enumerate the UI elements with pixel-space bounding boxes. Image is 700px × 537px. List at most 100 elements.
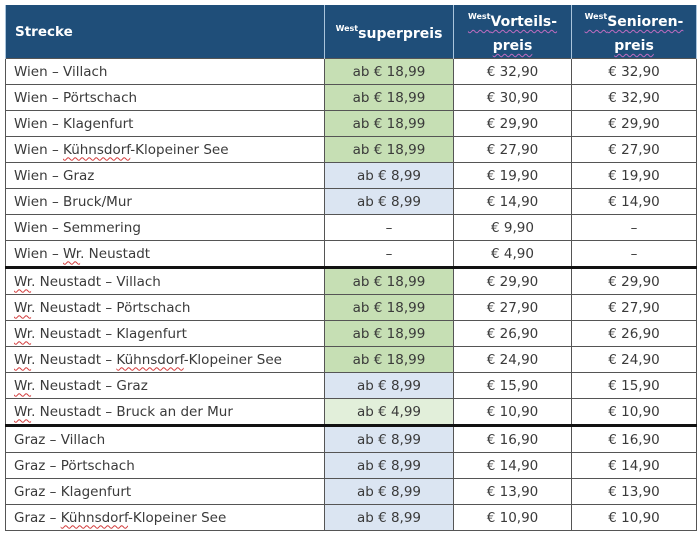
route-sep: – bbox=[47, 141, 64, 158]
table-row: Wr. Neustadt – Kühnsdorf-Klopeiner See ab… bbox=[5, 346, 697, 373]
vorteilspreis-cell: € 27,90 bbox=[453, 294, 572, 321]
vorteilspreis-cell: € 16,90 bbox=[453, 424, 572, 453]
superpreis-cell: ab € 8,99 bbox=[324, 478, 454, 505]
route-sep: – bbox=[47, 115, 64, 132]
route-sep: – bbox=[47, 245, 64, 262]
vorteilspreis-cell: € 29,90 bbox=[453, 266, 572, 295]
header-superpreis-label: superpreis bbox=[358, 26, 443, 42]
route-to: Wr. Neustadt bbox=[63, 245, 151, 262]
table-row: Wien – Pörtschach ab € 18,99 € 30,90 € 32,9… bbox=[5, 84, 697, 111]
route-from: Wien bbox=[14, 193, 48, 210]
route-cell: Wien – Bruck/Mur bbox=[5, 188, 325, 215]
seniorenpreis-cell: € 10,90 bbox=[571, 398, 697, 426]
superpreis-cell: ab € 18,99 bbox=[324, 84, 454, 111]
seniorenpreis-cell: € 29,90 bbox=[571, 110, 697, 137]
route-to: Klagenfurt bbox=[116, 325, 187, 342]
route-to: Pörtschach bbox=[60, 457, 135, 474]
vorteilspreis-cell: € 30,90 bbox=[453, 84, 572, 111]
route-to: Bruck an der Mur bbox=[116, 403, 233, 420]
vorteilspreis-cell: € 9,90 bbox=[453, 214, 572, 241]
table-row: Wien – Wr. Neustadt – € 4,90– bbox=[5, 240, 697, 268]
route-cell: Wr. Neustadt – Graz bbox=[5, 372, 325, 399]
seniorenpreis-cell: € 32,90 bbox=[571, 84, 697, 111]
route-cell: Graz – Kühnsdorf-Klopeiner See bbox=[5, 504, 325, 531]
route-to: Graz bbox=[116, 377, 148, 394]
table-row: Wien – Kühnsdorf-Klopeiner See ab € 18,99… bbox=[5, 136, 697, 163]
seniorenpreis-cell: – bbox=[571, 214, 697, 241]
route-cell: Graz – Klagenfurt bbox=[5, 478, 325, 505]
superpreis-cell: ab € 18,99 bbox=[324, 136, 454, 163]
table-body: Wien – Villach ab € 18,99 € 32,90 € 32,90 Wi… bbox=[5, 58, 697, 531]
route-sep: – bbox=[101, 299, 117, 316]
superpreis-cell: – bbox=[324, 214, 454, 241]
table-row: Wien – Klagenfurt ab € 18,99 € 29,90 € 29,9… bbox=[5, 110, 697, 137]
route-to: Semmering bbox=[63, 219, 141, 236]
route-from: Wien bbox=[14, 115, 48, 132]
seniorenpreis-cell: € 32,90 bbox=[571, 58, 697, 85]
west-prefix: West bbox=[467, 12, 491, 21]
route-cell: Wien – Wr. Neustadt bbox=[5, 240, 325, 268]
route-sep: – bbox=[47, 193, 64, 210]
route-sep: – bbox=[45, 457, 61, 474]
vorteilspreis-cell: € 15,90 bbox=[453, 372, 572, 399]
superpreis-cell: ab € 18,99 bbox=[324, 346, 454, 373]
route-to: Pörtschach bbox=[116, 299, 191, 316]
route-sep: – bbox=[47, 167, 64, 184]
superpreis-cell: ab € 18,99 bbox=[324, 320, 454, 347]
table-header: Strecke Westsuperpreis WestVorteils- pre… bbox=[5, 5, 697, 59]
seniorenpreis-cell: € 19,90 bbox=[571, 162, 697, 189]
route-to: Klagenfurt bbox=[60, 483, 132, 500]
seniorenpreis-cell: € 15,90 bbox=[571, 372, 697, 399]
table-row: Wr. Neustadt – Klagenfurt ab € 18,99 € 26,… bbox=[5, 320, 697, 347]
superpreis-cell: ab € 8,99 bbox=[324, 504, 454, 531]
vorteilspreis-cell: € 14,90 bbox=[453, 188, 572, 215]
route-sep: – bbox=[101, 351, 117, 368]
vorteilspreis-cell: € 32,90 bbox=[453, 58, 572, 85]
header-seniorenpreis: WestSenioren- preis bbox=[571, 5, 697, 59]
header-strecke: Strecke bbox=[5, 5, 325, 59]
west-prefix: West bbox=[335, 24, 359, 33]
route-sep: – bbox=[101, 273, 117, 290]
superpreis-cell: – bbox=[324, 240, 454, 268]
fare-table: Strecke Westsuperpreis WestVorteils- pre… bbox=[5, 5, 697, 531]
superpreis-cell: ab € 8,99 bbox=[324, 372, 454, 399]
table-row: Wien – Bruck/Mur ab € 8,99 € 14,90 € 14,90 bbox=[5, 188, 697, 215]
table-row: Wien – Semmering – € 9,90– bbox=[5, 214, 697, 241]
table-row: Graz – Pörtschach ab € 8,99 € 14,90 € 14,90 bbox=[5, 452, 697, 479]
table-row: Wr. Neustadt – Pörtschach ab € 18,99 € 27,… bbox=[5, 294, 697, 321]
table-row: Wr. Neustadt – Villach ab € 18,99 € 29,90 €… bbox=[5, 266, 697, 295]
route-cell: Graz – Pörtschach bbox=[5, 452, 325, 479]
route-to: Pörtschach bbox=[63, 89, 138, 106]
header-superpreis: Westsuperpreis bbox=[324, 5, 454, 59]
route-from: Wien bbox=[14, 219, 48, 236]
vorteilspreis-cell: € 13,90 bbox=[453, 478, 572, 505]
route-from: Graz bbox=[14, 431, 46, 448]
seniorenpreis-cell: € 24,90 bbox=[571, 346, 697, 373]
vorteilspreis-cell: € 27,90 bbox=[453, 136, 572, 163]
route-from: Graz bbox=[14, 483, 46, 500]
seniorenpreis-cell: € 26,90 bbox=[571, 320, 697, 347]
route-from: Wien bbox=[14, 245, 48, 262]
route-cell: Graz – Villach bbox=[5, 424, 325, 453]
route-sep: – bbox=[101, 325, 117, 342]
table-row: Wien – Graz ab € 8,99 € 19,90 € 19,90 bbox=[5, 162, 697, 189]
superpreis-cell: ab € 18,99 bbox=[324, 266, 454, 295]
route-cell: Wien – Villach bbox=[5, 58, 325, 85]
route-cell: Wr. Neustadt – Pörtschach bbox=[5, 294, 325, 321]
superpreis-cell: ab € 4,99 bbox=[324, 398, 454, 426]
vorteilspreis-cell: € 24,90 bbox=[453, 346, 572, 373]
route-from: Wien bbox=[14, 167, 48, 184]
route-from: Wr. Neustadt bbox=[14, 403, 102, 420]
route-from: Wr. Neustadt bbox=[14, 273, 102, 290]
table-row: Graz – Kühnsdorf-Klopeiner See ab € 8,99 €… bbox=[5, 504, 697, 531]
route-to: Klagenfurt bbox=[63, 115, 134, 132]
seniorenpreis-cell: € 10,90 bbox=[571, 504, 697, 531]
route-from: Wien bbox=[14, 89, 48, 106]
route-sep: – bbox=[45, 431, 61, 448]
route-cell: Wr. Neustadt – Bruck an der Mur bbox=[5, 398, 325, 426]
route-cell: Wien – Klagenfurt bbox=[5, 110, 325, 137]
route-sep: – bbox=[101, 403, 117, 420]
route-cell: Wien – Kühnsdorf-Klopeiner See bbox=[5, 136, 325, 163]
route-cell: Wien – Semmering bbox=[5, 214, 325, 241]
seniorenpreis-cell: € 27,90 bbox=[571, 294, 697, 321]
